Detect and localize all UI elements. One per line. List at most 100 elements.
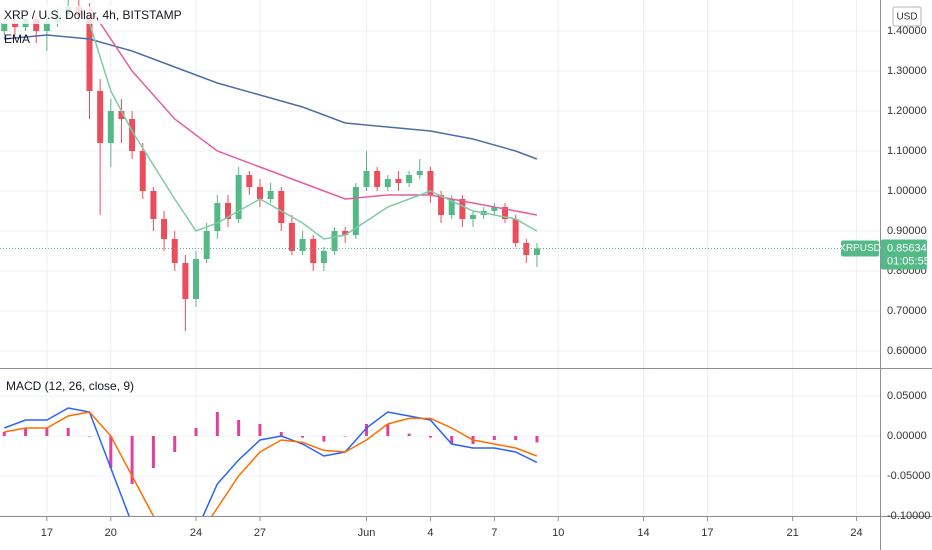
candle-body [129,119,136,151]
y-tick-label: 0.90000 [887,225,927,237]
candle-body [171,239,178,263]
candle-body [406,175,413,183]
chart-title: XRP / U.S. Dollar, 4h, BITSTAMP [4,8,182,22]
x-tick-label: 27 [254,527,266,539]
histogram-bar [364,424,368,436]
candle-body [97,91,104,143]
histogram-bar [492,436,496,440]
histogram-bar [24,428,28,436]
x-tick-label: 24 [850,527,862,539]
candle-body [310,239,317,263]
candle-body [363,171,370,187]
candle-body [150,191,157,219]
macd-title[interactable]: MACD (12, 26, close, 9) [6,379,134,393]
x-tick-label: 7 [491,527,497,539]
candle-body [161,219,168,239]
histogram-bar [450,436,454,444]
y-tick-label: 1.00000 [887,185,927,197]
histogram-bar [343,436,347,437]
histogram-bar [279,432,283,436]
candle-body [118,111,125,119]
candle-body [438,195,445,215]
candle-body [427,171,434,195]
macd-line [4,411,538,516]
candle-body [107,111,114,143]
y-tick-label: 1.30000 [887,65,927,77]
price-tag [881,239,927,270]
histogram-bar [407,433,411,436]
histogram-bar [194,428,198,436]
candle-body [86,15,93,91]
histogram-bar [130,436,134,484]
currency-button[interactable] [892,6,922,27]
histogram-bar [45,428,49,436]
histogram-bar [258,424,262,436]
candle-body [203,231,210,259]
candle-body [288,223,295,251]
candle-body [235,175,242,219]
candle-body [523,243,530,255]
candle-body [342,231,349,235]
histogram-bar [428,436,432,438]
candle-body [267,191,274,199]
candle-body [43,23,50,31]
candle-body [256,187,263,199]
x-tick-label: 21 [787,527,799,539]
y-tick-label: -0.05000 [887,470,930,482]
candle-body [193,259,200,299]
candle-body [533,248,540,255]
histogram-bar [151,436,155,468]
candle-body [182,263,189,299]
candle-body [33,19,40,31]
histogram-bar [66,428,70,436]
countdown-label: 01:05:55 [887,255,930,267]
y-tick-label: 1.40000 [887,25,927,37]
histogram-bar [535,436,539,443]
histogram-bar [301,436,305,438]
title-bg [2,6,152,24]
y-tick-label: 1.10000 [887,145,927,157]
candle-body [416,171,423,175]
candle-body [470,215,477,219]
candle-body [278,191,285,223]
currency-label[interactable]: USD [896,12,917,23]
symbol-label: XRPUSD [839,243,881,254]
x-tick-label: 10 [552,527,564,539]
ema-line [88,6,538,216]
y-tick-label: 0.00000 [887,430,927,442]
y-tick-label: 0.60000 [887,345,927,357]
candle-body [512,219,519,243]
candle-body [11,23,18,27]
histogram-bar [87,436,91,437]
macd-line [4,407,538,516]
candle-body [374,171,381,187]
candle-body [491,207,498,211]
histogram-bar [322,436,326,442]
candle-body [139,151,146,191]
y-tick-label: 1.20000 [887,105,927,117]
candle-body [1,23,8,31]
candle-body [320,251,327,263]
indicator-label[interactable]: EMA [4,32,30,46]
y-tick-label: 0.05000 [887,390,927,402]
candle-body [395,179,402,183]
x-tick-label: 14 [637,527,649,539]
candle-body [384,179,391,187]
y-tick-label: 0.70000 [887,305,927,317]
candle-body [501,207,508,219]
candle-body [459,199,466,219]
candle-body [331,231,338,251]
candle-body [214,203,221,231]
histogram-bar [173,436,177,452]
histogram-bar [514,436,518,440]
histogram-bar [386,424,390,436]
histogram-bar [215,412,219,436]
x-tick-label: 17 [41,527,53,539]
candle-body [246,175,253,187]
x-tick-label: 17 [701,527,713,539]
ema-line [4,34,538,160]
histogram-bar [237,420,241,436]
ema-line [88,22,538,240]
